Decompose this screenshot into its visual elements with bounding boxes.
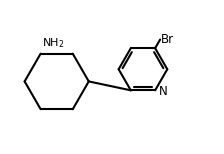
- Text: N: N: [158, 85, 167, 98]
- Text: Br: Br: [161, 33, 174, 46]
- Text: NH$_2$: NH$_2$: [42, 36, 65, 50]
